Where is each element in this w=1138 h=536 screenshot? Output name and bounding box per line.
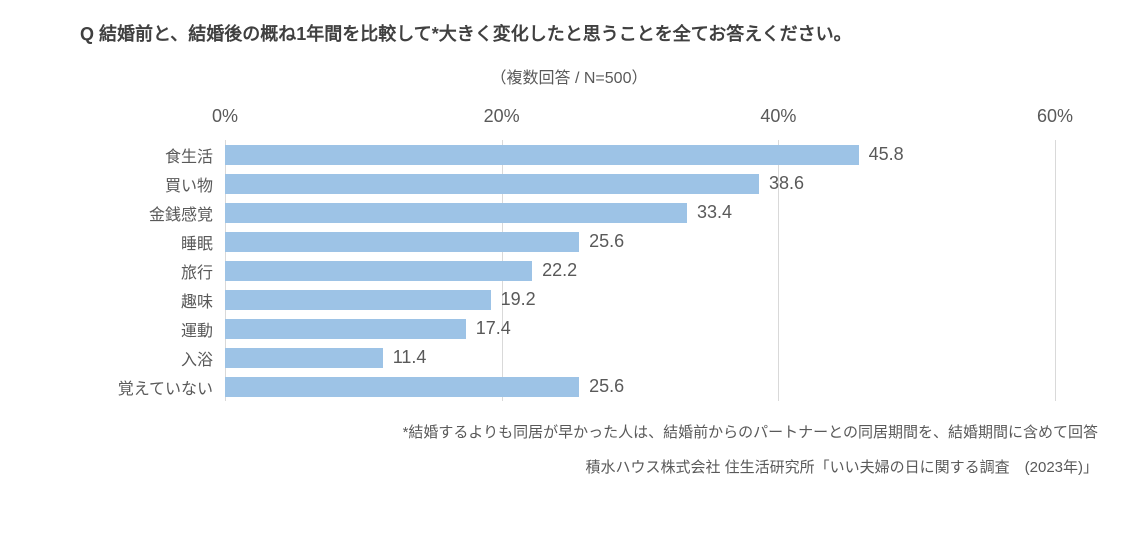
x-axis: 0% 20% 40% 60% bbox=[85, 106, 1085, 140]
chart-footnote: *結婚するよりも同居が早かった人は、結婚前からのパートナーとの同居期間を、結婚期… bbox=[0, 421, 1138, 442]
bar bbox=[225, 145, 859, 165]
chart-row: 旅行 22.2 bbox=[85, 256, 1085, 285]
bar bbox=[225, 290, 491, 310]
bar bbox=[225, 232, 579, 252]
bar bbox=[225, 348, 383, 368]
chart-row: 覚えていない 25.6 bbox=[85, 372, 1085, 401]
chart-subtitle: （複数回答 / N=500） bbox=[0, 64, 1138, 88]
category-label: 覚えていない bbox=[85, 375, 213, 399]
chart-container: Q 結婚前と、結婚後の概ね1年間を比較して*大きく変化したと思うことを全てお答え… bbox=[0, 0, 1138, 536]
value-label: 17.4 bbox=[476, 318, 511, 339]
chart-area: 0% 20% 40% 60% 食生活 45.8 買い物 38.6 金銭感覚 33.4 睡眠 25.6… bbox=[85, 106, 1085, 401]
category-label: 睡眠 bbox=[85, 230, 213, 254]
value-label: 19.2 bbox=[501, 289, 536, 310]
chart-title: Q 結婚前と、結婚後の概ね1年間を比較して*大きく変化したと思うことを全てお答え… bbox=[0, 20, 1138, 46]
category-label: 食生活 bbox=[85, 143, 213, 167]
category-label: 金銭感覚 bbox=[85, 201, 213, 225]
bar bbox=[225, 203, 687, 223]
category-label: 運動 bbox=[85, 317, 213, 341]
x-axis-tick-label: 0% bbox=[212, 106, 238, 127]
chart-row: 睡眠 25.6 bbox=[85, 227, 1085, 256]
x-axis-tick-label: 20% bbox=[484, 106, 520, 127]
category-label: 入浴 bbox=[85, 346, 213, 370]
bar bbox=[225, 377, 579, 397]
chart-row: 趣味 19.2 bbox=[85, 285, 1085, 314]
chart-row: 買い物 38.6 bbox=[85, 169, 1085, 198]
value-label: 33.4 bbox=[697, 202, 732, 223]
chart-row: 金銭感覚 33.4 bbox=[85, 198, 1085, 227]
chart-row: 食生活 45.8 bbox=[85, 140, 1085, 169]
value-label: 25.6 bbox=[589, 231, 624, 252]
category-label: 旅行 bbox=[85, 259, 213, 283]
value-label: 25.6 bbox=[589, 376, 624, 397]
chart-row: 運動 17.4 bbox=[85, 314, 1085, 343]
value-label: 38.6 bbox=[769, 173, 804, 194]
category-label: 趣味 bbox=[85, 288, 213, 312]
bar bbox=[225, 261, 532, 281]
x-axis-tick-label: 40% bbox=[760, 106, 796, 127]
value-label: 45.8 bbox=[869, 144, 904, 165]
category-label: 買い物 bbox=[85, 172, 213, 196]
plot-area: 食生活 45.8 買い物 38.6 金銭感覚 33.4 睡眠 25.6 旅行 22.2 趣味 19.2… bbox=[85, 140, 1085, 401]
bar bbox=[225, 319, 466, 339]
value-label: 22.2 bbox=[542, 260, 577, 281]
chart-row: 入浴 11.4 bbox=[85, 343, 1085, 372]
value-label: 11.4 bbox=[393, 347, 427, 368]
bar bbox=[225, 174, 759, 194]
x-axis-tick-label: 60% bbox=[1037, 106, 1073, 127]
chart-attribution: 積水ハウス株式会社 住生活研究所「いい夫婦の日に関する調査 (2023年)」 bbox=[0, 456, 1138, 477]
